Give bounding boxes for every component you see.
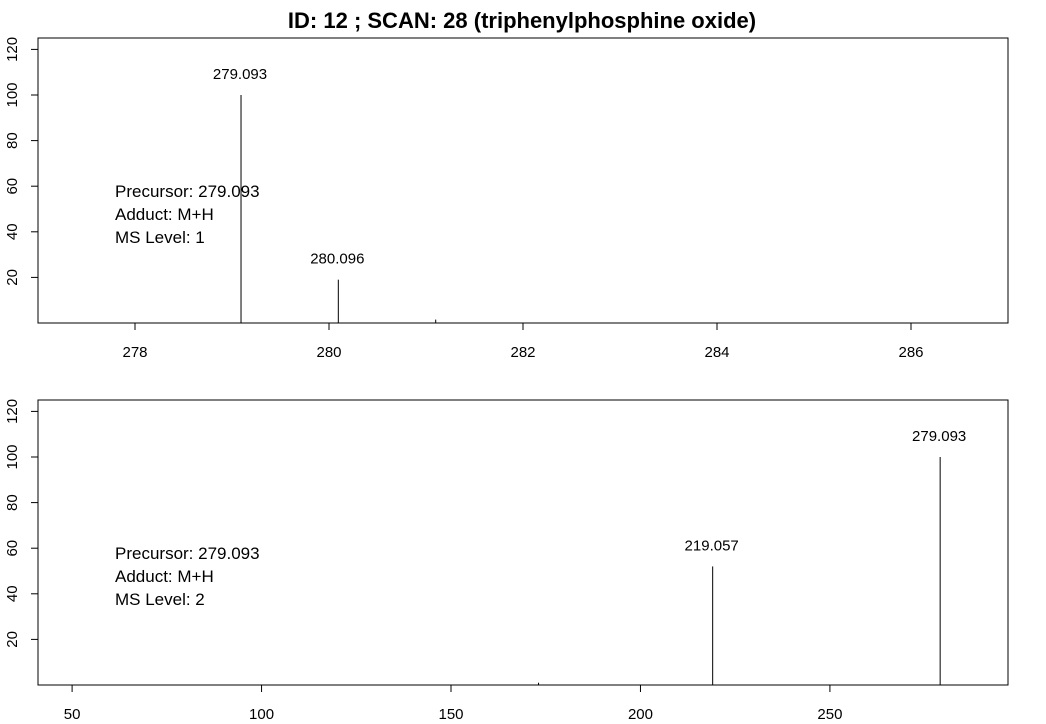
x-tick-label: 282 — [510, 344, 535, 361]
spectrum-info-line: Adduct: M+H — [115, 205, 214, 224]
spectrum-info-line: Precursor: 279.093 — [115, 182, 260, 201]
spectrum-info-line: MS Level: 1 — [115, 228, 205, 247]
ms1-spectrum-panel: 278 280 282 284 286 20 40 60 80 100 120 279.093 280.… — [4, 37, 1009, 361]
y-tick-label: 100 — [4, 82, 21, 107]
figure-title: ID: 12 ; SCAN: 28 (triphenylphosphine ox… — [288, 8, 756, 33]
spectrum-info-line: Precursor: 279.093 — [115, 544, 260, 563]
ms2-spectrum-panel: 50 100 150 200 250 20 40 60 80 100 120 219.057 279.0… — [4, 399, 1009, 723]
x-tick-label: 50 — [64, 706, 81, 723]
y-tick-label: 20 — [4, 269, 21, 286]
peak-label: 219.057 — [685, 537, 739, 554]
x-tick-label: 150 — [438, 706, 463, 723]
peak-label: 279.093 — [213, 66, 267, 83]
y-tick-label: 100 — [4, 444, 21, 469]
plot-frame — [37, 399, 1009, 686]
y-tick-label: 80 — [4, 132, 21, 149]
x-tick-label: 278 — [122, 344, 147, 361]
y-tick-label: 60 — [4, 540, 21, 557]
spectrum-info-line: Adduct: M+H — [115, 567, 214, 586]
peak-label: 279.093 — [912, 428, 966, 445]
y-tick-label: 80 — [4, 494, 21, 511]
y-tick-label: 60 — [4, 178, 21, 195]
y-tick-label: 40 — [4, 223, 21, 240]
x-tick-label: 286 — [898, 344, 923, 361]
plot-frame — [37, 37, 1009, 324]
x-tick-label: 250 — [817, 706, 842, 723]
spectrum-info-line: MS Level: 2 — [115, 590, 205, 609]
x-tick-label: 280 — [316, 344, 341, 361]
y-tick-label: 120 — [4, 399, 21, 424]
x-tick-label: 100 — [249, 706, 274, 723]
x-tick-label: 200 — [628, 706, 653, 723]
y-tick-label: 20 — [4, 631, 21, 648]
y-tick-label: 120 — [4, 37, 21, 62]
peak-label: 280.096 — [310, 251, 364, 268]
y-tick-label: 40 — [4, 585, 21, 602]
x-tick-label: 284 — [704, 344, 729, 361]
